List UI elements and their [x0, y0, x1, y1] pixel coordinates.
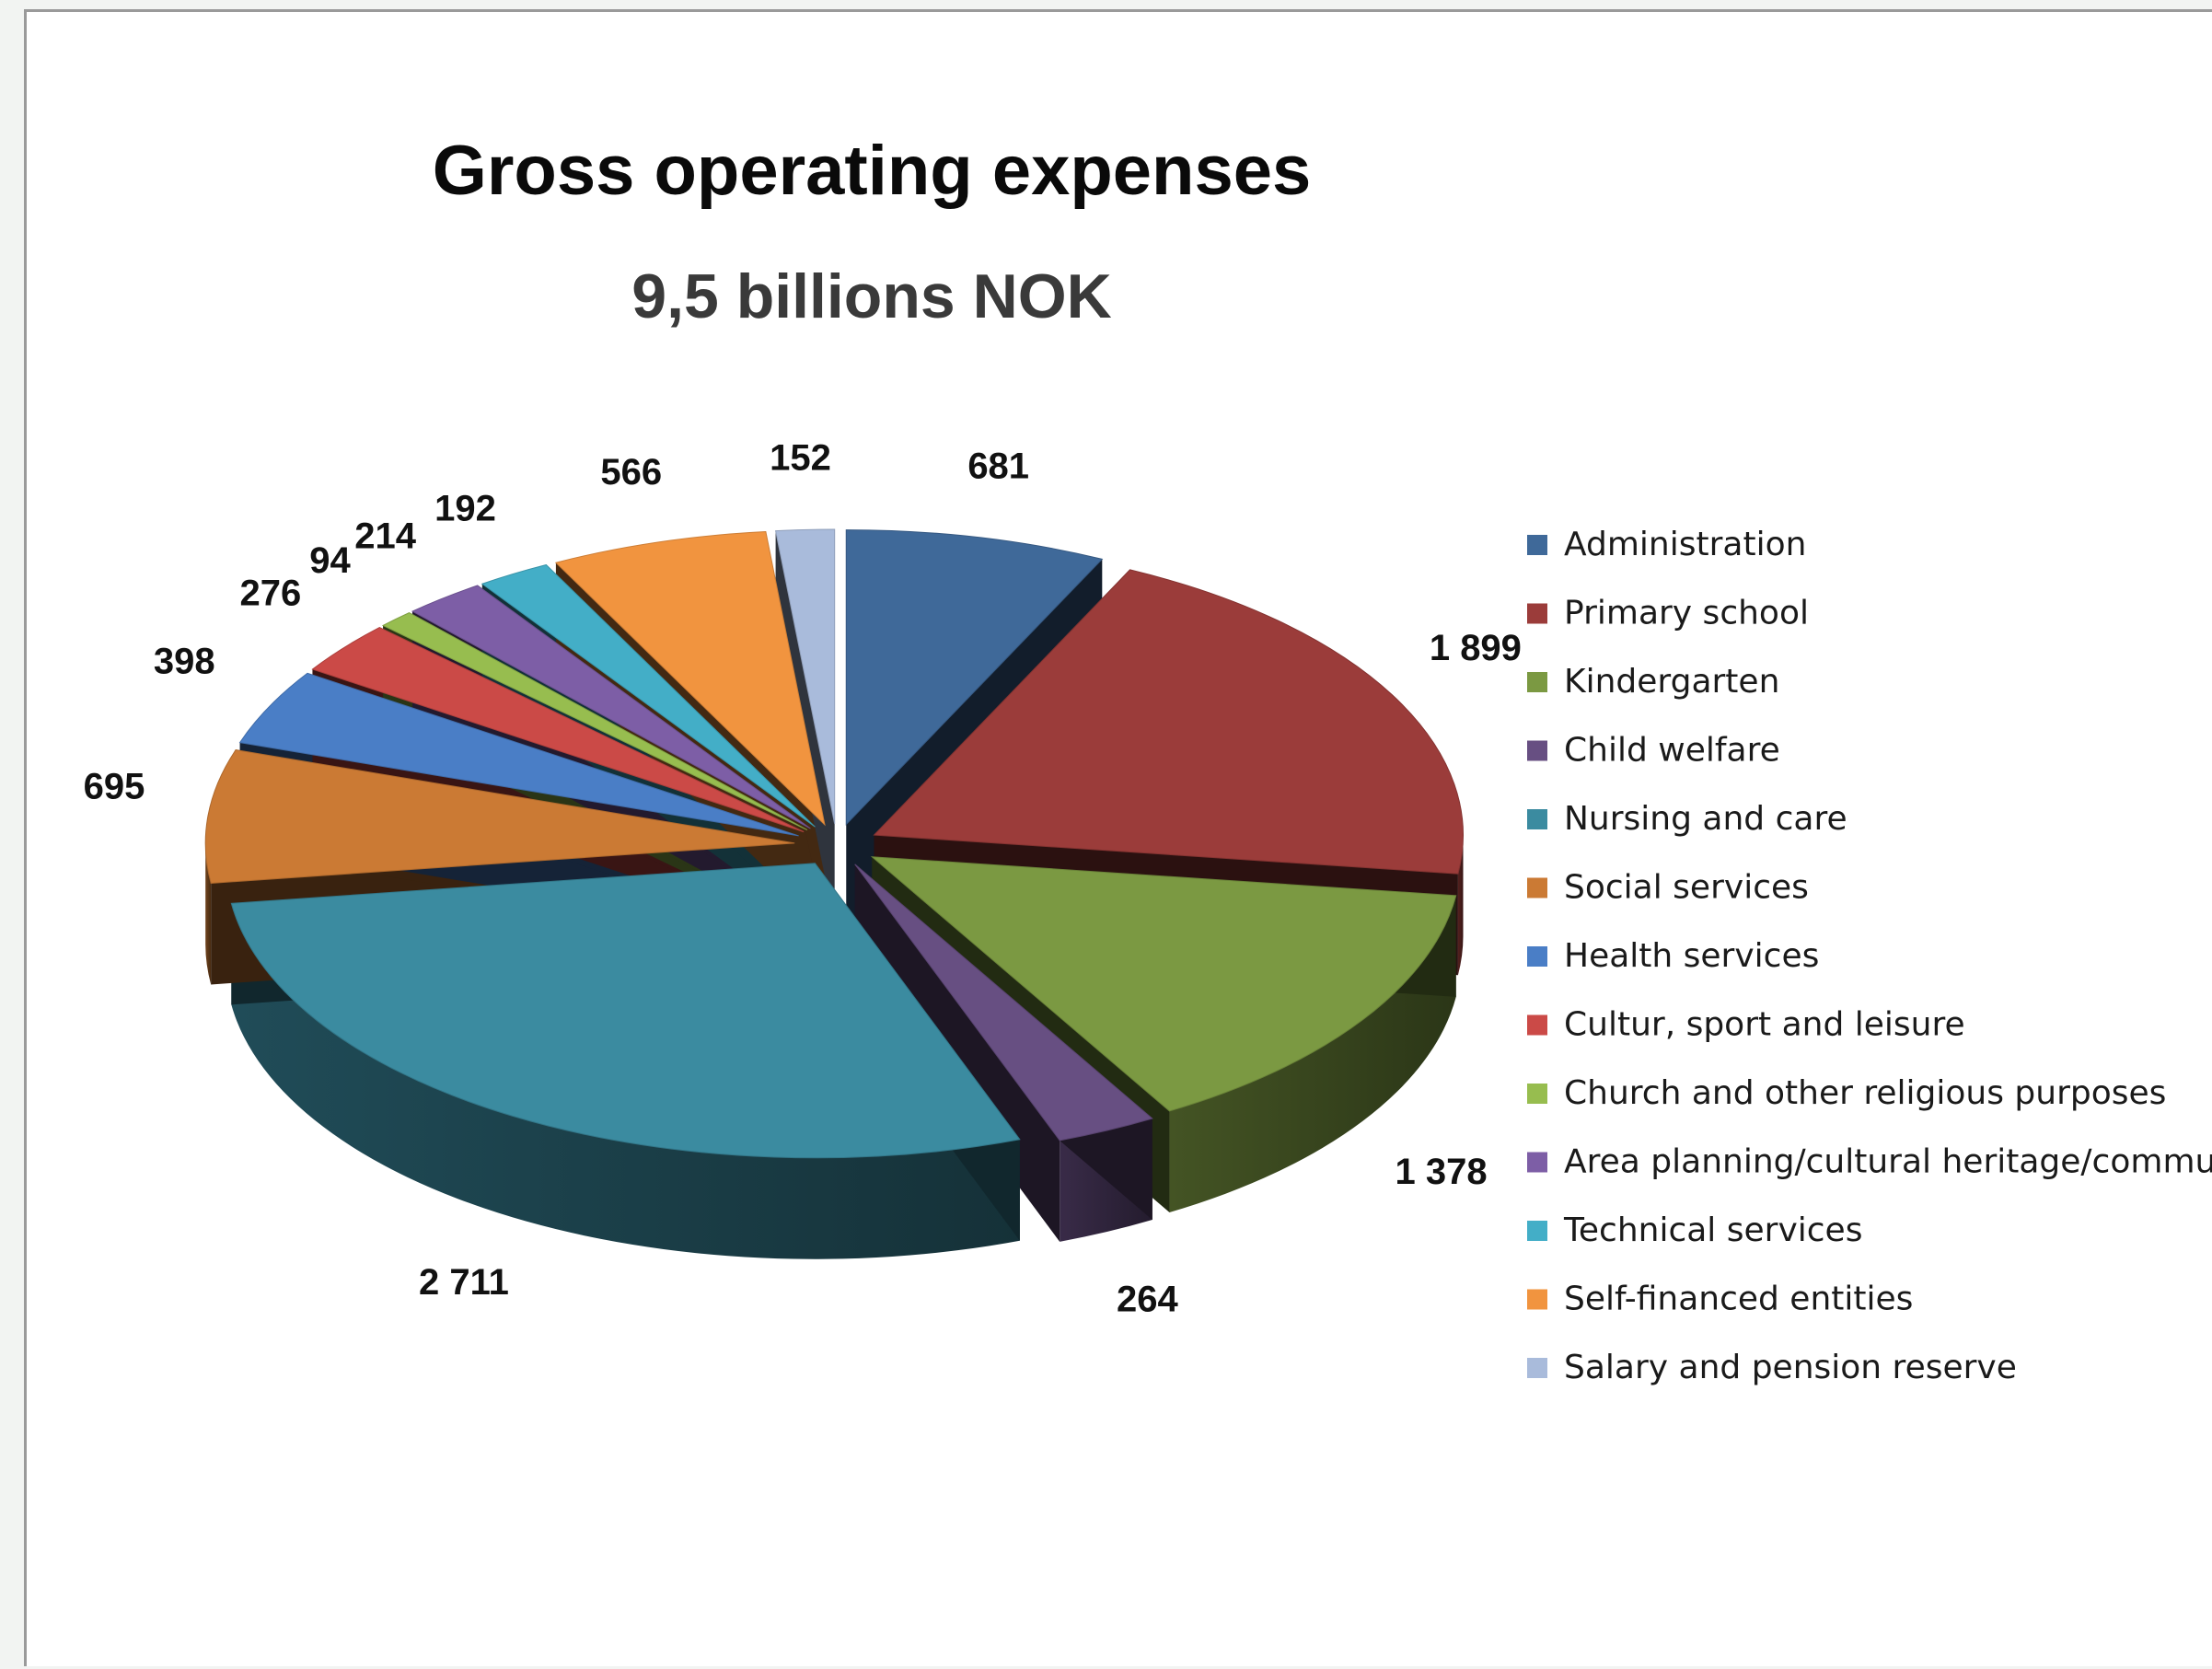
data-label: 695 — [84, 766, 145, 806]
legend-swatch — [1527, 1289, 1547, 1310]
legend-swatch — [1527, 1152, 1547, 1173]
legend-label: Technical services — [1563, 1211, 1862, 1249]
legend-label: Salary and pension reserve — [1564, 1349, 2017, 1386]
slice-technical-services — [481, 563, 816, 828]
legend-swatch — [1527, 1084, 1547, 1104]
legend-label: Nursing and care — [1564, 800, 1847, 838]
data-label: 2 711 — [419, 1262, 509, 1303]
slice-salary-and-pension-reserve — [774, 528, 836, 825]
data-label: 681 — [967, 446, 1029, 487]
slice-cultur-sport-and-leisure — [311, 626, 805, 833]
legend-label: Health services — [1564, 937, 1819, 975]
data-label: 398 — [154, 641, 215, 681]
data-label: 94 — [309, 540, 351, 581]
legend-swatch — [1527, 1221, 1547, 1241]
legend-label: Primary school — [1564, 595, 1809, 632]
chart-slide: Gross operating expenses 9,5 billions NO… — [24, 9, 2212, 1666]
slice-child-welfare — [854, 863, 1153, 1142]
legend-swatch — [1527, 809, 1547, 829]
data-label: 152 — [770, 437, 831, 478]
legend-label: Kindergarten — [1564, 663, 1779, 701]
legend-label: Area planning/cultural heritage/communit… — [1564, 1143, 2212, 1181]
legend-label: Social services — [1564, 869, 1809, 907]
legend-swatch — [1527, 740, 1547, 761]
legend-swatch — [1527, 603, 1547, 624]
legend-label: Cultur, sport and leisure — [1564, 1006, 1965, 1044]
slice-side-2 — [1169, 895, 1456, 1212]
slice-self-financed-entities — [554, 531, 826, 827]
legend-swatch — [1527, 1358, 1547, 1378]
chart-title: Gross operating expenses — [433, 132, 1312, 210]
legend-label: Self-financed entities — [1564, 1281, 1913, 1318]
legend-label: Administration — [1564, 526, 1806, 563]
slice-social-services — [204, 749, 795, 884]
slice-primary-school — [873, 569, 1464, 875]
slice-nursing-and-care — [230, 863, 1021, 1159]
legend-swatch — [1527, 946, 1547, 967]
slice-church-and-other-religious-purposes — [381, 612, 808, 830]
legend-label: Church and other religious purposes — [1564, 1074, 2166, 1112]
legend-swatch — [1527, 535, 1547, 555]
legend-swatch — [1527, 672, 1547, 692]
data-label: 1 899 — [1430, 628, 1522, 668]
data-label: 214 — [354, 516, 416, 556]
data-label: 1 378 — [1395, 1152, 1487, 1192]
pie-chart: Gross operating expenses 9,5 billions NO… — [84, 132, 2212, 1386]
legend-swatch — [1527, 877, 1547, 898]
data-label: 264 — [1117, 1279, 1178, 1319]
legend-label: Child welfare — [1564, 732, 1780, 770]
chart-subtitle: 9,5 billions NOK — [631, 261, 1111, 331]
legend: Administration Primary school Kindergarten… — [1527, 526, 2212, 1386]
slice-administration — [845, 529, 1104, 826]
slice-area-planning-cultural-heritage-community — [411, 585, 811, 829]
pie-slices — [204, 528, 1464, 1159]
data-label: 192 — [434, 488, 496, 528]
data-label: 276 — [240, 573, 302, 613]
slice-kindergarten — [870, 856, 1457, 1112]
legend-swatch — [1527, 1014, 1547, 1036]
slice-health-services — [238, 672, 799, 837]
data-label: 566 — [600, 452, 662, 493]
slice-side-4 — [231, 903, 1020, 1259]
